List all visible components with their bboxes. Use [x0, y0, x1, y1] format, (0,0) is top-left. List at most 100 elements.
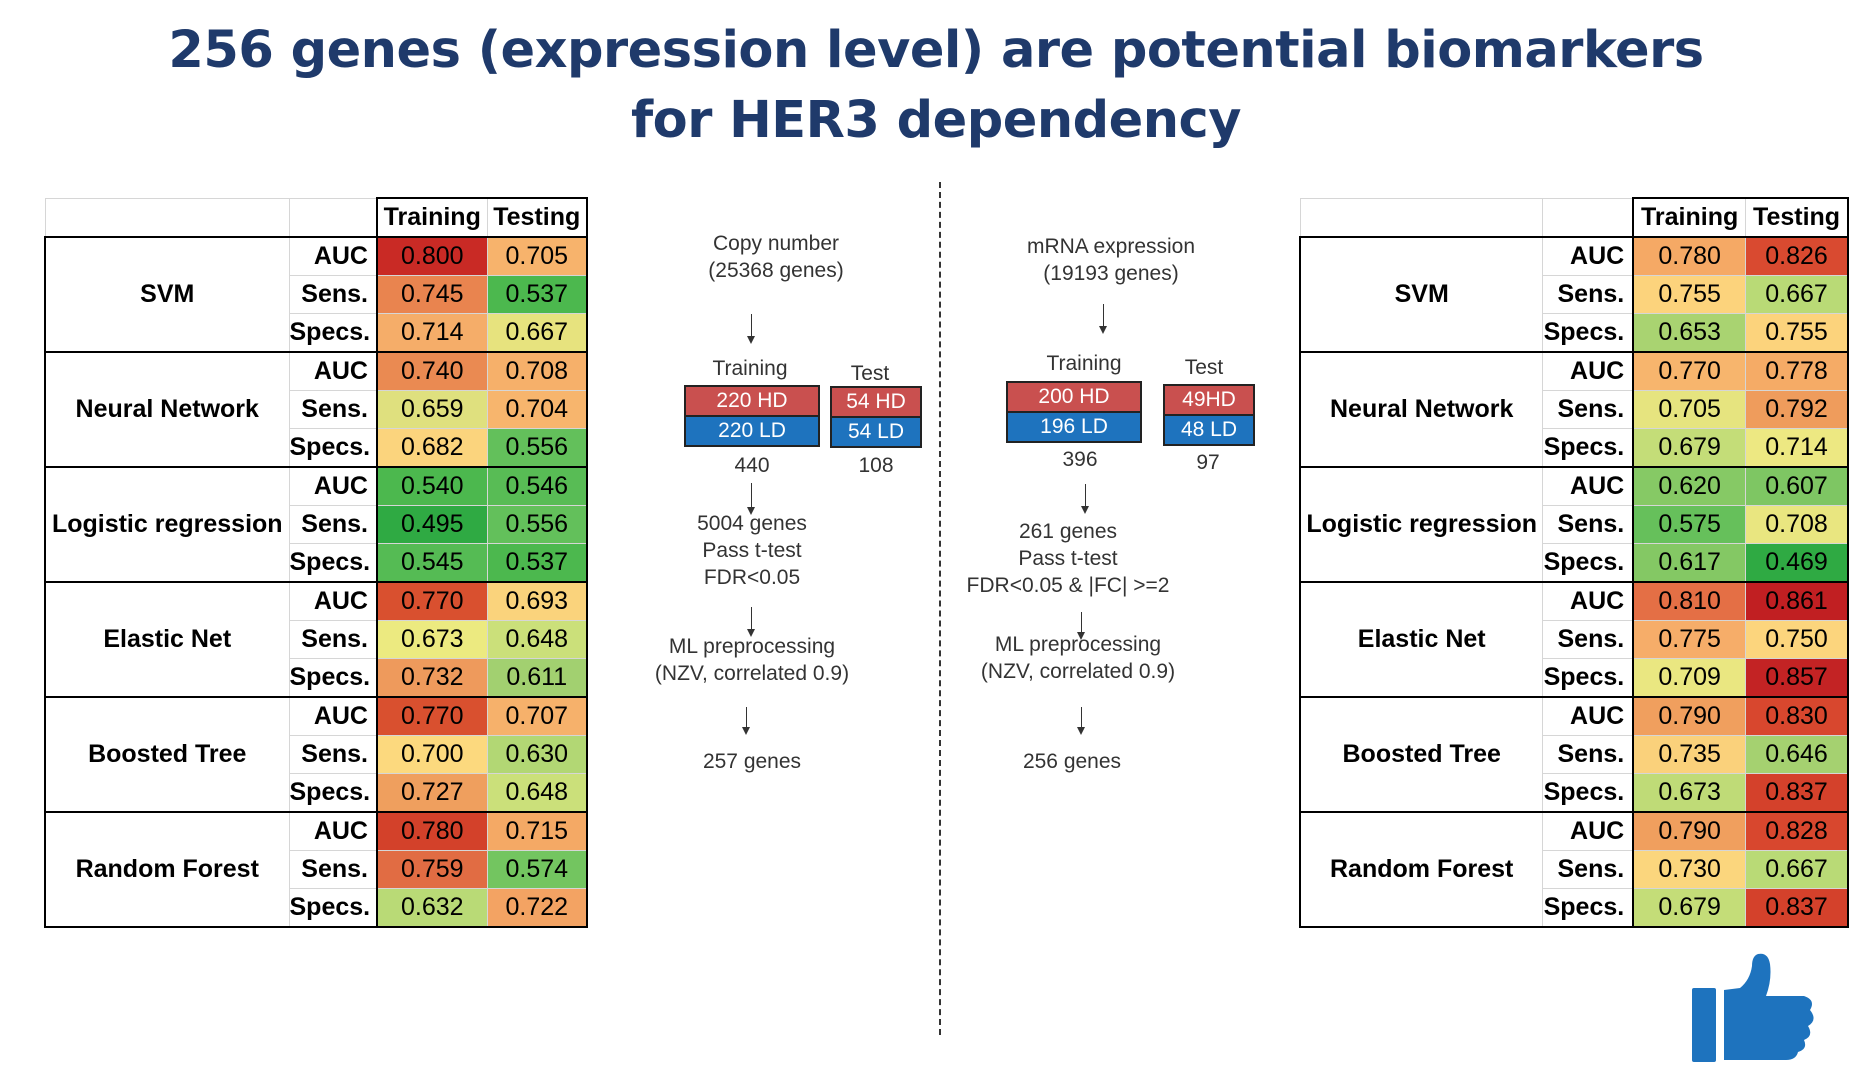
flow-filter-3: FDR<0.05	[703, 566, 801, 589]
testing-value: 0.611	[486, 658, 588, 698]
testing-value: 0.574	[486, 850, 588, 889]
metric-label: Sens.	[1542, 505, 1634, 544]
training-value: 0.673	[1632, 773, 1747, 813]
training-value: 0.540	[376, 466, 488, 506]
flow-ml-1: ML preprocessing	[668, 635, 836, 658]
metric-label: Specs.	[1542, 428, 1634, 468]
model-name: SVM	[44, 236, 290, 353]
test-ld-box: 48 LD	[1163, 414, 1255, 446]
training-value: 0.775	[1632, 620, 1747, 659]
flow-ml-2: (NZV, correlated 0.9)	[980, 660, 1176, 683]
testing-value: 0.826	[1745, 236, 1850, 276]
training-value: 0.780	[1632, 236, 1747, 276]
testing-value: 0.693	[486, 581, 588, 621]
testing-value: 0.857	[1745, 658, 1850, 698]
title-line-2: for HER3 dependency	[630, 91, 1242, 150]
testing-value: 0.667	[1745, 850, 1850, 889]
metric-label: AUC	[288, 236, 378, 276]
header-empty	[1542, 197, 1634, 238]
testing-header: Testing	[486, 197, 588, 238]
flow-train-total: 396	[1062, 448, 1098, 471]
training-value: 0.679	[1632, 428, 1747, 468]
testing-value: 0.667	[1745, 275, 1850, 314]
training-value: 0.770	[376, 581, 488, 621]
metric-label: Specs.	[288, 773, 378, 813]
metric-label: AUC	[288, 581, 378, 621]
training-value: 0.732	[376, 658, 488, 698]
flow-arrow	[1077, 612, 1085, 640]
testing-value: 0.646	[1745, 735, 1850, 774]
testing-value: 0.861	[1745, 581, 1850, 621]
testing-value: 0.648	[486, 773, 588, 813]
testing-value: 0.469	[1745, 543, 1850, 583]
metric-label: Sens.	[288, 620, 378, 659]
test-hd-box: 49HD	[1163, 384, 1255, 416]
training-value: 0.790	[1632, 696, 1747, 736]
metric-label: Sens.	[288, 850, 378, 889]
flow-result: 256 genes	[1022, 750, 1122, 773]
training-value: 0.790	[1632, 811, 1747, 851]
metric-label: Sens.	[1542, 735, 1634, 774]
training-value: 0.770	[376, 696, 488, 736]
flow-arrow	[1099, 304, 1107, 334]
train-hd-box: 200 HD	[1006, 381, 1142, 413]
metric-label: AUC	[1542, 466, 1634, 506]
flow-training-label: Training	[712, 357, 788, 380]
flow-arrow	[747, 483, 755, 515]
testing-value: 0.792	[1745, 390, 1850, 429]
metric-label: AUC	[1542, 236, 1634, 276]
train-ld-box: 220 LD	[684, 415, 820, 447]
flow-arrow	[1081, 484, 1089, 514]
training-value: 0.735	[1632, 735, 1747, 774]
flow-filter-1: 5004 genes	[697, 512, 807, 535]
header-empty	[288, 197, 378, 238]
header-empty	[44, 197, 290, 238]
training-value: 0.745	[376, 275, 488, 314]
training-value: 0.659	[376, 390, 488, 429]
training-value: 0.755	[1632, 275, 1747, 314]
copy-number-results-table: Training Testing SVM AUC 0.800 0.705 Sens. 0.74…	[44, 197, 588, 928]
train-ld-box: 196 LD	[1006, 411, 1142, 443]
testing-value: 0.707	[486, 696, 588, 736]
title-line-1: 256 genes (expression level) are potenti…	[168, 21, 1704, 80]
model-name: Random Forest	[1299, 811, 1544, 928]
flow-arrow	[742, 707, 750, 735]
training-value: 0.495	[376, 505, 488, 544]
training-value: 0.545	[376, 543, 488, 583]
metric-label: Sens.	[1542, 390, 1634, 429]
testing-value: 0.715	[486, 811, 588, 851]
training-value: 0.800	[376, 236, 488, 276]
mrna-results-table: Training Testing SVM AUC 0.780 0.826 Sens. 0.75…	[1299, 197, 1850, 928]
testing-value: 0.705	[486, 236, 588, 276]
testing-value: 0.830	[1745, 696, 1850, 736]
thumbs-up-icon	[1692, 953, 1814, 1062]
flow-filter-2: Pass t-test	[1018, 547, 1118, 570]
metric-label: Specs.	[288, 313, 378, 353]
testing-value: 0.704	[486, 390, 588, 429]
model-name: Neural Network	[1299, 351, 1544, 468]
training-value: 0.727	[376, 773, 488, 813]
training-value: 0.730	[1632, 850, 1747, 889]
testing-value: 0.722	[486, 888, 588, 928]
flow-filter-2: Pass t-test	[702, 539, 802, 562]
training-value: 0.620	[1632, 466, 1747, 506]
training-value: 0.705	[1632, 390, 1747, 429]
metric-label: AUC	[1542, 351, 1634, 391]
flow-result: 257 genes	[702, 750, 802, 773]
testing-value: 0.828	[1745, 811, 1850, 851]
metric-label: Sens.	[288, 735, 378, 774]
testing-value: 0.708	[1745, 505, 1850, 544]
testing-value: 0.630	[486, 735, 588, 774]
testing-value: 0.537	[486, 543, 588, 583]
testing-value: 0.714	[1745, 428, 1850, 468]
flow-arrow	[1077, 707, 1085, 735]
training-value: 0.714	[376, 313, 488, 353]
testing-value: 0.837	[1745, 888, 1850, 928]
flow-source-count: (19193 genes)	[1043, 262, 1179, 285]
testing-value: 0.778	[1745, 351, 1850, 391]
training-header: Training	[376, 197, 488, 238]
testing-value: 0.546	[486, 466, 588, 506]
training-value: 0.682	[376, 428, 488, 468]
metric-label: Specs.	[288, 428, 378, 468]
flow-filter-3: FDR<0.05 & |FC| >=2	[966, 574, 1170, 597]
